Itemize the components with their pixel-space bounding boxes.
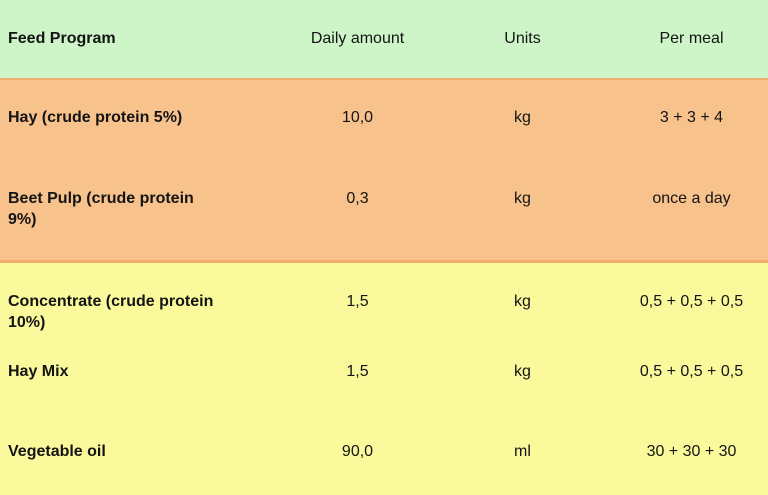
per-meal-value: 30 + 30 + 30 — [646, 443, 737, 460]
units-value: kg — [514, 190, 531, 207]
feed-name: Vegetable oil — [8, 443, 106, 460]
units-value: ml — [514, 443, 531, 460]
column-header-feed-program: Feed Program — [8, 30, 116, 47]
daily-amount-value: 10,0 — [341, 109, 374, 126]
feed-name: Hay (crude protein 5%) — [8, 109, 183, 126]
table-row-beet-pulp: Beet Pulp (crude protein 9%) 0,3 kg once… — [0, 165, 768, 260]
per-meal-value: once a day — [652, 190, 731, 207]
daily-amount-value: 90,0 — [341, 443, 374, 460]
column-header-per-meal: Per meal — [659, 30, 724, 47]
column-header-daily-amount: Daily amount — [310, 30, 405, 47]
column-header-units: Units — [504, 30, 541, 47]
table-row-concentrate: Concentrate (crude protein 10%) 1,5 kg 0… — [0, 263, 768, 345]
section-roughage: Hay (crude protein 5%) 10,0 kg 3 + 3 + 4… — [0, 78, 768, 263]
table-row-hay: Hay (crude protein 5%) 10,0 kg 3 + 3 + 4 — [0, 80, 768, 165]
units-value: kg — [514, 109, 531, 126]
daily-amount-value: 1,5 — [346, 363, 369, 380]
daily-amount-value: 0,3 — [346, 190, 369, 207]
units-value: kg — [514, 293, 531, 310]
units-value: kg — [514, 363, 531, 380]
feed-name: Beet Pulp (crude protein 9%) — [8, 190, 194, 228]
table-row-vegetable-oil: Vegetable oil 90,0 ml 30 + 30 + 30 — [0, 420, 768, 495]
table-header-row: Feed Program Daily amount Units Per meal — [0, 0, 768, 78]
feed-name: Concentrate (crude protein 10%) — [8, 293, 214, 331]
per-meal-value: 0,5 + 0,5 + 0,5 — [639, 293, 744, 310]
table-row-hay-mix: Hay Mix 1,5 kg 0,5 + 0,5 + 0,5 — [0, 345, 768, 420]
per-meal-value: 0,5 + 0,5 + 0,5 — [639, 363, 744, 380]
feed-name: Hay Mix — [8, 363, 69, 380]
per-meal-value: 3 + 3 + 4 — [659, 109, 724, 126]
section-concentrate: Concentrate (crude protein 10%) 1,5 kg 0… — [0, 263, 768, 495]
daily-amount-value: 1,5 — [346, 293, 369, 310]
